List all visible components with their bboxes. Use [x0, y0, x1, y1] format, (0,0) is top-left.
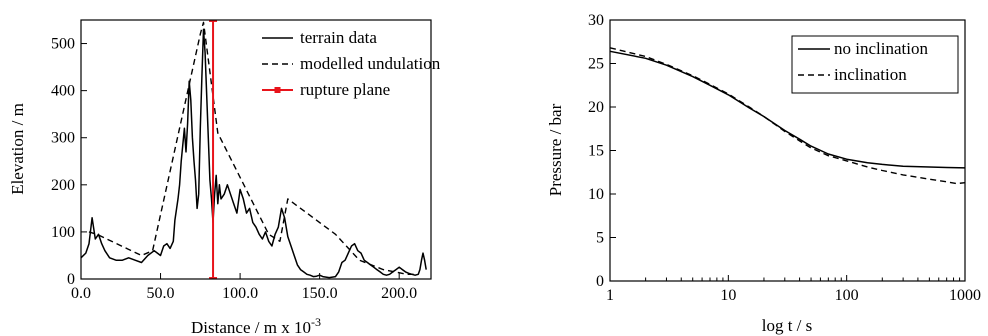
elevation-x-axis-title-superscript: -3	[311, 315, 321, 329]
pressure-y-axis-title: Pressure / bar	[546, 103, 565, 196]
legend-label-modelled-undulation: modelled undulation	[300, 54, 441, 73]
pressure-chart-ticks	[609, 19, 966, 282]
pressure-y-tick-label: 5	[596, 230, 604, 247]
elevation-chart: 0.0 50.0 100.0 150.0 200.0 0 100 200 300 400 500 D…	[8, 19, 441, 336]
legend-label-inclination: inclination	[834, 65, 907, 84]
legend-label-terrain-data: terrain data	[300, 28, 377, 47]
pressure-y-tick-label: 20	[588, 99, 604, 116]
elevation-y-tick-label: 100	[51, 224, 75, 241]
elevation-x-tick-label: 200.0	[381, 285, 417, 302]
pressure-legend-box	[791, 35, 959, 94]
pressure-x-tick-label: 100	[835, 287, 859, 304]
pressure-chart-series	[609, 47, 966, 185]
elevation-y-tick-label: 0	[67, 271, 75, 288]
elevation-chart-tick-labels: 0.0 50.0 100.0 150.0 200.0 0 100 200 300 400 500	[51, 36, 417, 302]
pressure-series-no-inclination	[609, 50, 966, 169]
pressure-y-tick-label: 25	[588, 56, 604, 73]
elevation-chart-plot-frame	[80, 19, 432, 280]
elevation-x-tick-label: 50.0	[147, 285, 175, 302]
elevation-y-tick-label: 400	[51, 83, 75, 100]
pressure-chart: 1 10 100 1000 0 5 10 15 20 25 30 log t / s Pressur…	[546, 12, 981, 335]
legend-label-no-inclination: no inclination	[834, 39, 928, 58]
elevation-x-tick-label: 0.0	[71, 285, 91, 302]
elevation-series-terrain-data	[80, 28, 427, 279]
pressure-x-tick-label: 1000	[949, 287, 981, 304]
elevation-x-axis-title: Distance / m x 10-3	[191, 315, 321, 336]
pressure-x-axis-title: log t / s	[762, 316, 813, 335]
elevation-x-tick-label: 150.0	[302, 285, 338, 302]
pressure-series-inclination	[609, 47, 966, 185]
elevation-chart-ticks	[80, 43, 400, 280]
elevation-y-tick-label: 200	[51, 177, 75, 194]
elevation-y-axis-title: Elevation / m	[8, 103, 27, 195]
elevation-y-tick-label: 500	[51, 36, 75, 53]
pressure-chart-legend: no inclination inclination	[791, 35, 959, 94]
pressure-x-tick-label: 10	[720, 287, 736, 304]
pressure-x-tick-label: 1	[606, 287, 614, 304]
elevation-x-tick-label: 100.0	[222, 285, 258, 302]
elevation-chart-legend: terrain data modelled undulation rupture p…	[262, 28, 441, 99]
pressure-y-tick-label: 10	[588, 186, 604, 203]
legend-marker-rupture-plane	[274, 87, 281, 93]
pressure-y-tick-label: 30	[588, 12, 604, 29]
elevation-series-modelled-undulation	[88, 21, 416, 275]
pressure-chart-plot-frame	[609, 19, 966, 282]
elevation-y-tick-label: 300	[51, 130, 75, 147]
pressure-y-tick-label: 15	[588, 143, 604, 160]
pressure-y-tick-label: 0	[596, 273, 604, 290]
pressure-chart-tick-labels: 1 10 100 1000 0 5 10 15 20 25 30	[588, 12, 981, 304]
elevation-chart-series	[80, 19, 427, 280]
legend-label-rupture-plane: rupture plane	[300, 80, 390, 99]
